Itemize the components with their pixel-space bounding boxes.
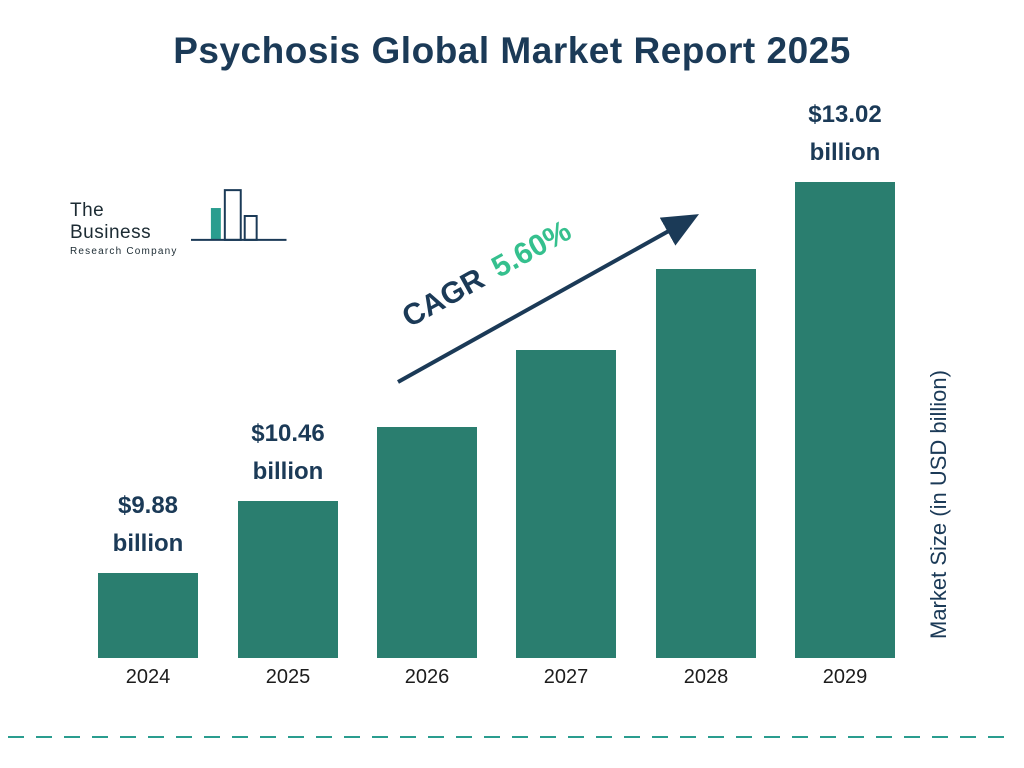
logo-barchart-icon (190, 189, 287, 241)
x-axis-label-2025: 2025 (265, 666, 311, 688)
bar-2025 (238, 501, 338, 658)
logo-line2: Research Company (70, 246, 178, 257)
chart-title: Psychosis Global Market Report 2025 (173, 30, 851, 71)
x-axis-label-2028: 2028 (683, 666, 729, 688)
bar-2027 (516, 350, 616, 658)
bar-2028 (656, 269, 756, 658)
bar-value-label-2025: $10.46 billion (251, 420, 325, 485)
y-axis-label: Market Size (in USD billion) (926, 370, 951, 640)
bar-value-label-2029: $13.02 billion (808, 101, 882, 166)
x-axis-label-2029: 2029 (822, 666, 868, 688)
bar-value-label-2024: $9.88 billion (112, 492, 184, 557)
company-logo: The Business Research Company (70, 182, 290, 257)
bar-2029 (795, 182, 895, 658)
bar-2024 (98, 573, 198, 658)
logo-line1: The Business (70, 200, 152, 243)
bar-2026 (377, 427, 477, 658)
company-logo-text: The Business Research Company (70, 200, 191, 257)
x-axis-label-2024: 2024 (125, 666, 171, 688)
x-axis-label-2027: 2027 (543, 666, 589, 688)
x-axis-label-2026: 2026 (404, 666, 450, 688)
